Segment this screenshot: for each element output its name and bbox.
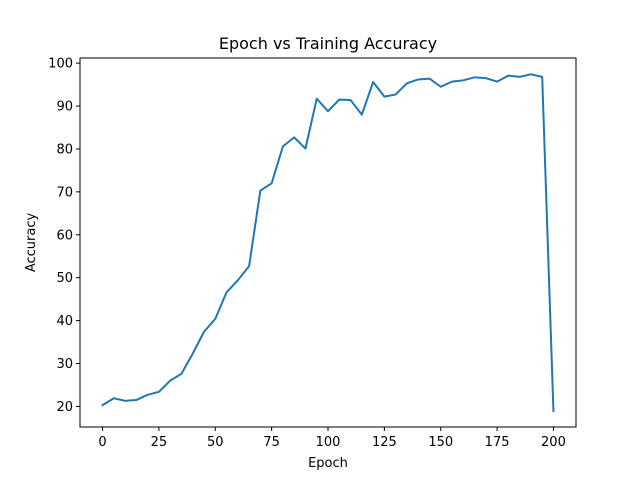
chart-title: Epoch vs Training Accuracy: [219, 34, 437, 53]
plot-frame: [79, 57, 577, 428]
accuracy-series-line: [101, 73, 555, 413]
y-tick-label: 80: [56, 142, 73, 157]
y-tick-label: 100: [48, 57, 73, 72]
x-axis-label: Epoch: [308, 456, 348, 471]
x-tick-label: 125: [372, 435, 397, 450]
x-tick-label: 150: [428, 435, 453, 450]
x-tick-label: 100: [316, 435, 341, 450]
x-tick-label: 50: [207, 435, 224, 450]
y-tick-label: 50: [56, 271, 73, 286]
y-tick-label: 90: [56, 100, 73, 115]
plot-series: [101, 73, 555, 413]
y-axis-label: Accuracy: [24, 213, 39, 273]
x-axis-ticks: 0 25 50 75 100 125 150 175 200: [98, 427, 566, 450]
x-tick-label: 175: [485, 435, 510, 450]
x-tick-label: 0: [98, 435, 106, 450]
y-tick-label: 70: [56, 185, 73, 200]
y-tick-label: 30: [56, 357, 73, 372]
y-tick-label: 20: [56, 400, 73, 415]
y-axis-ticks: 20 30 40 50 60 70 80 90 100: [48, 57, 80, 415]
x-tick-label: 25: [151, 435, 168, 450]
x-tick-label: 75: [263, 435, 280, 450]
y-tick-label: 40: [56, 314, 73, 329]
y-tick-label: 60: [56, 228, 73, 243]
x-tick-label: 200: [541, 435, 566, 450]
